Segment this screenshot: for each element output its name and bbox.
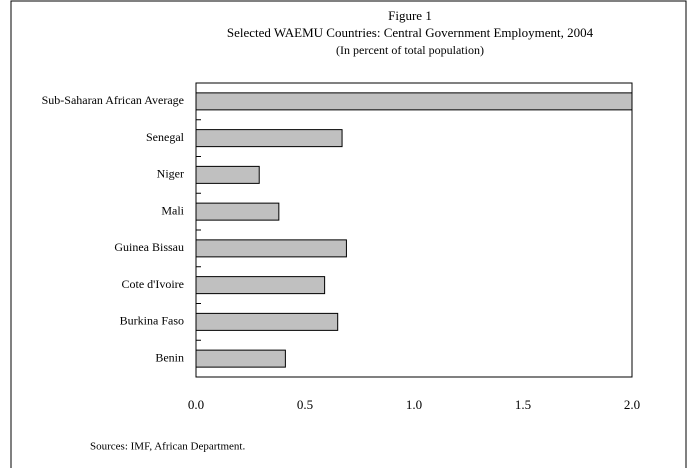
x-tick-label: 2.0 [624,397,640,412]
bar [195,349,286,368]
bar [195,239,347,258]
y-tick-label: Burkina Faso [120,314,184,328]
frame [10,0,687,468]
bar [195,129,343,148]
x-tick-label: 0.0 [188,397,204,412]
x-tick-label: 0.5 [297,397,313,412]
y-tick-label: Niger [157,167,184,181]
chart-subtitle: (In percent of total population) [336,43,484,57]
y-tick-label: Guinea Bissau [114,240,184,254]
figure-heading: Figure 1 [388,8,432,23]
bar [195,276,326,295]
plot-area [195,82,633,378]
chart-title: Selected WAEMU Countries: Central Govern… [227,25,594,40]
y-tick-label: Sub-Saharan African Average [42,93,184,107]
source-note: Sources: IMF, African Department. [90,441,245,453]
x-tick-label: 1.5 [515,397,531,412]
bar [195,202,280,221]
y-tick-label: Cote d'Ivoire [122,277,184,291]
bar [195,312,339,331]
y-tick-label: Benin [155,350,184,364]
x-tick-label: 1.0 [406,397,422,412]
y-tick-label: Senegal [146,130,185,144]
y-tick-label: Mali [161,203,184,217]
bar [195,92,633,111]
bar [195,165,260,184]
